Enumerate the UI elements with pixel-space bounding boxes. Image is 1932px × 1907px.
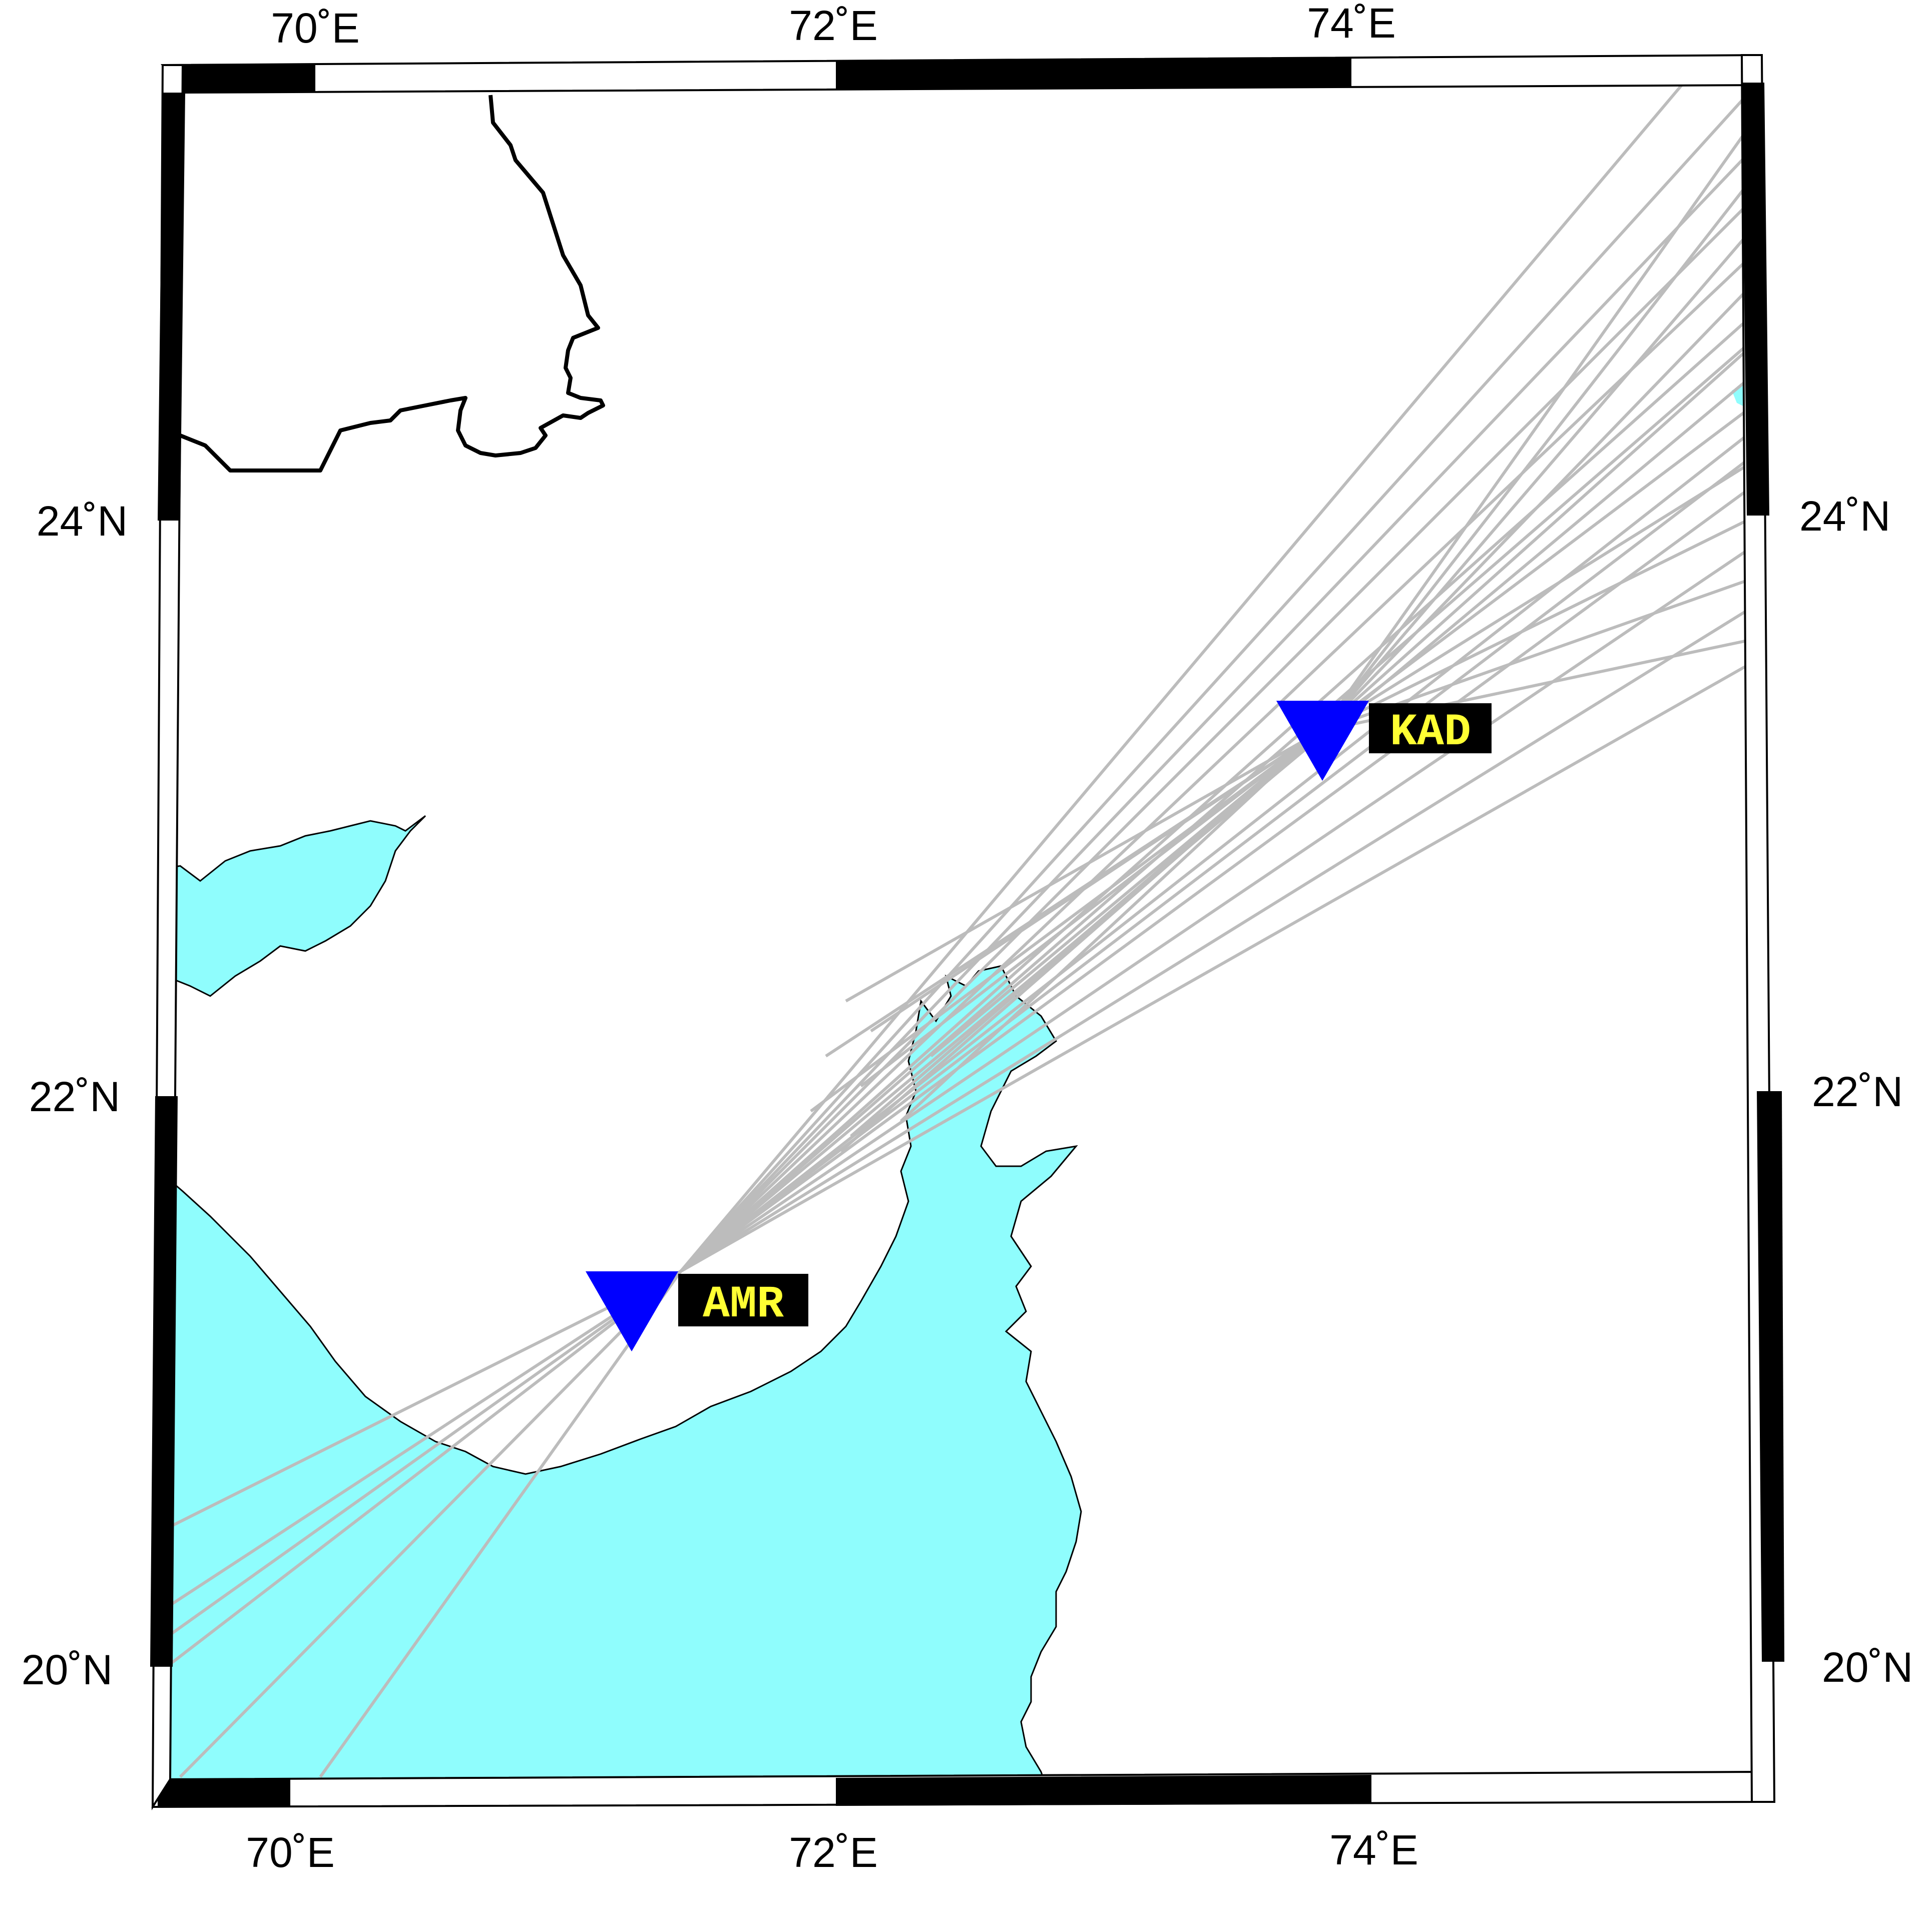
station-amr-marker — [586, 1271, 678, 1351]
lat-label-right-24: 24˚N — [1799, 493, 1890, 540]
lat-label-right-20: 20˚N — [1822, 1644, 1913, 1691]
arabian-sea — [158, 965, 1082, 1779]
station-amr-label: AMR — [703, 1279, 784, 1330]
station-amr-label-bg — [678, 1274, 808, 1326]
lat-label-left-20: 20˚N — [22, 1646, 113, 1693]
map-frame — [150, 54, 1784, 1810]
station-kad-label-bg — [1369, 703, 1492, 753]
lon-label-bottom-72: 72˚E — [789, 1829, 877, 1876]
lon-label-top-74: 74˚E — [1307, 0, 1395, 47]
gulf-of-kutch — [158, 815, 426, 997]
lon-label-bottom-70: 70˚E — [246, 1829, 334, 1876]
lon-label-top-70: 70˚E — [271, 5, 359, 52]
international-border — [179, 95, 605, 472]
station-kad-label: KAD — [1390, 707, 1471, 758]
lon-label-top-72: 72˚E — [789, 2, 877, 49]
lon-label-bottom-74: 74˚E — [1329, 1826, 1418, 1873]
lat-label-right-22: 22˚N — [1812, 1068, 1903, 1115]
station-kad: KAD — [1276, 701, 1492, 781]
lat-label-left-24: 24˚N — [37, 498, 128, 545]
ray-paths — [159, 84, 1748, 1778]
lat-label-left-22: 22˚N — [29, 1073, 120, 1120]
station-kad-marker — [1276, 701, 1369, 781]
station-amr: AMR — [586, 1271, 808, 1351]
